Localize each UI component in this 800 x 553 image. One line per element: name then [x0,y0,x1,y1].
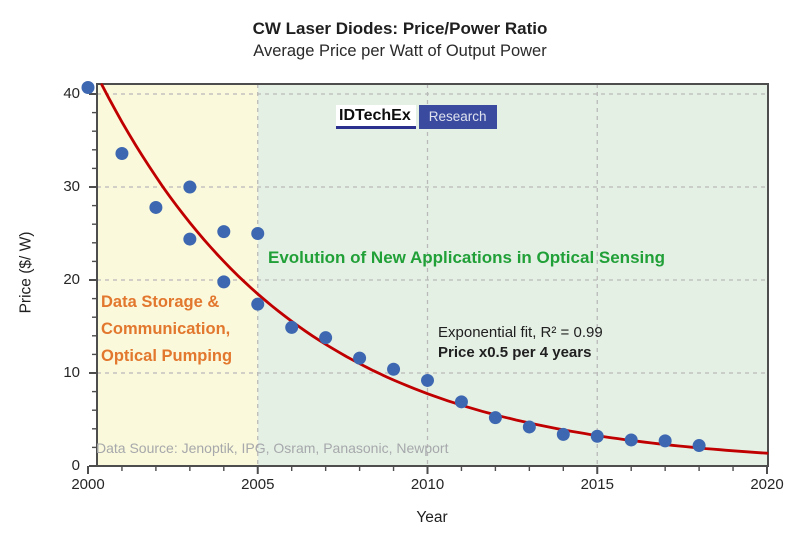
data-source-note: Data Source: Jenoptik, IPG, Osram, Panas… [96,440,449,456]
data-point [217,225,231,239]
data-point [183,232,197,246]
data-point [319,331,333,345]
idtechex-logo-brand: IDTechEx [336,105,416,129]
x-axis-title: Year [416,509,448,526]
x-tick-label: 2020 [750,476,784,493]
data-point [81,80,95,94]
fit-curve [100,83,769,455]
data-point [251,297,265,311]
data-point [454,395,468,409]
data-point [556,427,570,441]
data-point [149,200,163,214]
annotation-left-region: Data Storage & Communication, Optical Pu… [101,293,233,365]
chart-title: CW Laser Diodes: Price/Power Ratio [252,19,548,38]
annotation-fit-label: Exponential fit, R² = 0.99 [438,324,603,341]
data-point [217,275,231,289]
y-tick-label: 0 [71,457,80,474]
data-point [251,227,265,240]
x-tick-label: 2015 [580,476,614,493]
data-point [285,320,299,334]
x-tick-label: 2005 [241,476,275,493]
data-point [522,420,536,434]
era-region-1 [257,84,767,466]
data-point [421,373,434,387]
data-point [658,434,672,448]
x-tick-label: 2010 [410,476,445,493]
data-point [115,147,129,161]
x-tick-label: 2000 [71,476,105,493]
data-point [692,439,706,453]
annotation-right-region: Evolution of New Applications in Optical… [268,248,666,267]
annotation-fit-rate: Price x0.5 per 4 years [438,344,592,361]
y-tick-label: 40 [63,85,80,102]
data-point [488,411,502,425]
plot-border [96,83,769,467]
data-point [353,351,367,365]
idtechex-logo: IDTechEx Research [336,105,497,129]
y-tick-label: 20 [63,271,80,288]
data-point [624,433,638,447]
chart-subtitle: Average Price per Watt of Output Power [253,42,547,60]
era-region-0 [97,84,258,466]
y-tick-label: 30 [63,178,80,195]
data-point [387,362,401,376]
idtechex-logo-tag: Research [418,105,497,129]
data-point [183,180,197,194]
data-point [590,429,604,443]
y-tick-label: 10 [63,364,80,381]
